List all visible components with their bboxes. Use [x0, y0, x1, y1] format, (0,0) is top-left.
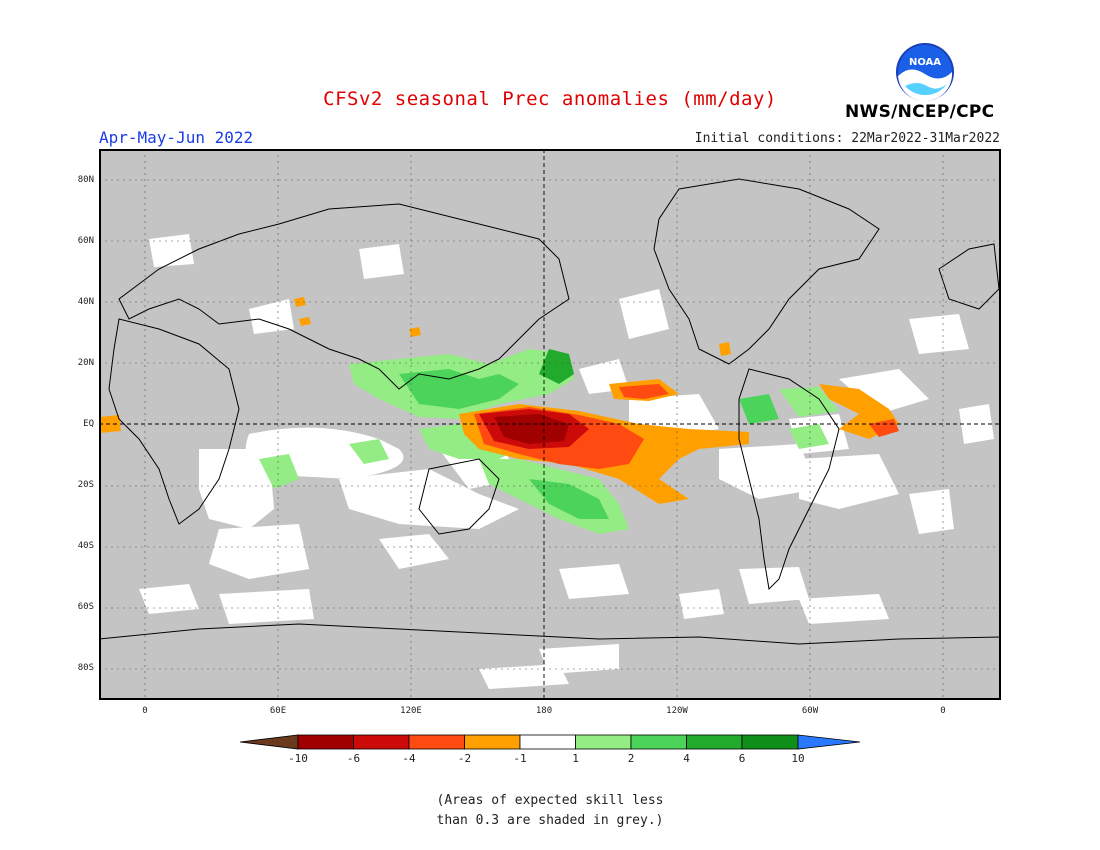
lat-label: 20N — [77, 358, 94, 368]
agency-label: NWS/NCEP/CPC — [845, 102, 995, 122]
lat-label: 40S — [77, 541, 94, 551]
colorbar-bin — [464, 734, 521, 750]
colorbar-bin — [686, 734, 743, 750]
wet-anomaly-areas — [259, 349, 839, 534]
lon-label: 180 — [535, 706, 553, 716]
map-frame — [99, 149, 1001, 700]
lat-label: EQ — [83, 419, 94, 429]
colorbar-label: -4 — [402, 752, 416, 765]
lat-label: 40N — [77, 297, 94, 307]
colorbar-label: -2 — [457, 752, 472, 765]
colorbar-bin — [630, 734, 687, 750]
noaa-logo-text: NOAA — [909, 57, 941, 68]
lon-label: 60W — [801, 706, 819, 716]
lon-label: 120W — [666, 706, 688, 716]
colorbar-bin — [353, 734, 410, 750]
forecast-period: Apr-May-Jun 2022 — [99, 128, 254, 147]
lat-label: 80N — [77, 175, 94, 185]
colorbar-label: -10 — [288, 752, 308, 765]
precip-anomaly-map — [99, 149, 1001, 700]
lat-label: 60N — [77, 236, 94, 246]
lon-label: 0 — [142, 706, 148, 716]
colorbar-label: 6 — [738, 752, 746, 765]
lon-label: 60E — [269, 706, 287, 716]
colorbar-label: 10 — [791, 752, 805, 765]
colorbar-bin — [741, 734, 799, 750]
reference-lines — [99, 149, 1001, 700]
colorbar-label: -1 — [513, 752, 527, 765]
lat-label: 80S — [77, 663, 94, 673]
near-zero-areas — [139, 234, 994, 689]
colorbar-end-high — [797, 734, 861, 750]
lat-label: 60S — [77, 602, 94, 612]
colorbar-bin — [519, 734, 576, 750]
initial-conditions: Initial conditions: 22Mar2022-31Mar2022 — [694, 131, 1000, 146]
lon-label: 120E — [400, 706, 422, 716]
colorbar-label: 2 — [627, 752, 635, 765]
colorbar-label: -6 — [346, 752, 361, 765]
colorbar-bin — [297, 734, 354, 750]
dry-anomaly-areas — [99, 297, 899, 504]
map-title: CFSv2 seasonal Prec anomalies (mm/day) — [323, 88, 777, 110]
skill-note-line1: (Areas of expected skill less — [436, 793, 664, 808]
lon-label: 0 — [940, 706, 946, 716]
colorbar-label: 1 — [572, 752, 579, 765]
colorbar-bin — [408, 734, 465, 750]
colorbar — [240, 734, 861, 750]
lat-label: 20S — [77, 480, 94, 490]
colorbar-end-low — [240, 734, 299, 750]
noaa-logo: NOAA — [896, 43, 954, 102]
colorbar-bin — [575, 734, 632, 750]
skill-note-line2: than 0.3 are shaded in grey.) — [436, 813, 664, 828]
colorbar-label: 4 — [683, 752, 690, 765]
graticule — [99, 149, 1001, 700]
